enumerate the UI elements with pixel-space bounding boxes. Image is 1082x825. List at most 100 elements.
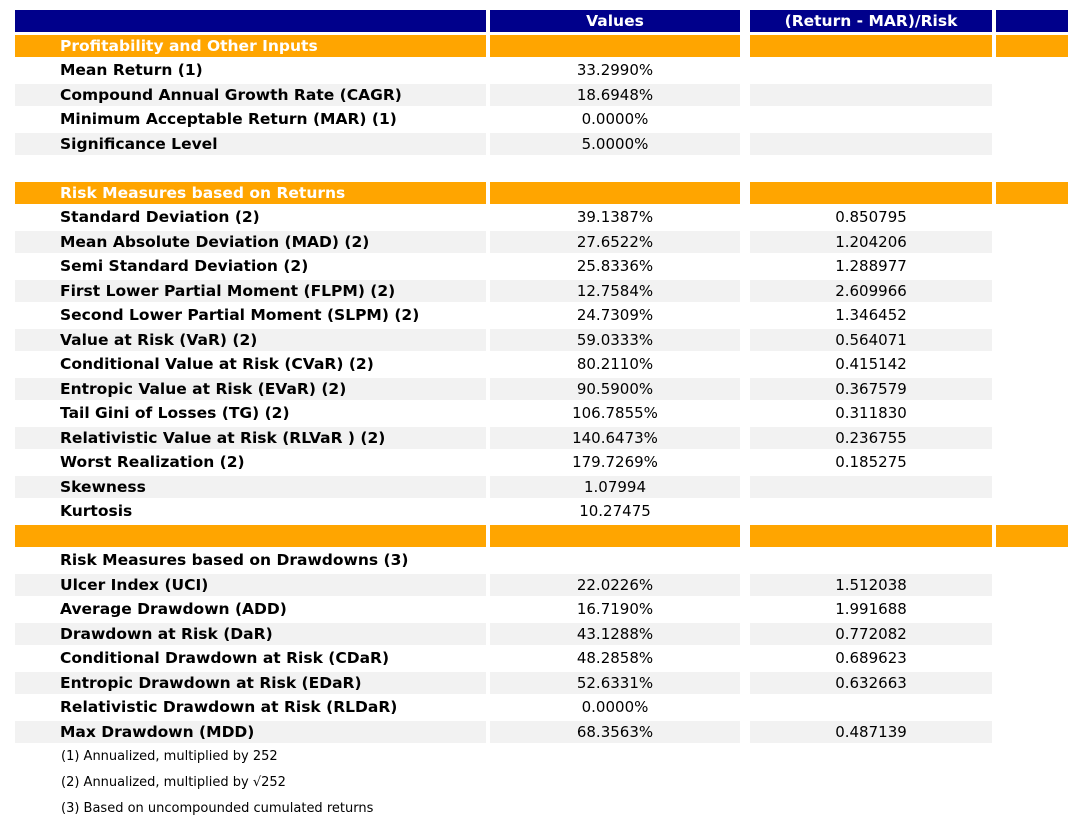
metric-risk (750, 132, 992, 155)
metric-value: 18.6948% (490, 83, 740, 106)
data-row: Conditional Value at Risk (CVaR) (2) 80.2… (15, 353, 1068, 375)
footnote-text: (2) Annualized, multiplied by √252 (61, 775, 286, 791)
metric-value (490, 34, 740, 57)
data-row: Entropic Value at Risk (EVaR) (2) 90.5900… (15, 377, 1068, 400)
metric-risk: 0.367579 (750, 377, 992, 400)
metric-label: Average Drawdown (ADD) (60, 600, 287, 618)
metric-label: Conditional Value at Risk (CVaR) (2) (60, 355, 374, 373)
data-row: Standard Deviation (2) 39.1387% 0.850795 (15, 206, 1068, 228)
section-row: Risk Measures based on Returns (15, 181, 1068, 204)
metric-value: 80.2110% (576, 355, 654, 373)
metric-label: Ulcer Index (UCI) (15, 573, 486, 596)
data-row: Significance Level 5.0000% (15, 132, 1068, 155)
metric-value: 68.3563% (490, 720, 740, 743)
metric-value: 90.5900% (490, 377, 740, 400)
footnote: (2) Annualized, multiplied by √252 (15, 771, 1068, 795)
metric-value: 52.6331% (490, 671, 740, 694)
metric-risk (750, 549, 992, 571)
metric-value: 5.0000% (490, 132, 740, 155)
metric-label: Second Lower Partial Moment (SLPM) (2) (60, 306, 420, 324)
metric-label: Semi Standard Deviation (2) (60, 257, 309, 275)
metric-label: Significance Level (15, 132, 486, 155)
metric-risk: 1.991688 (835, 600, 907, 618)
metric-risk: 1.204206 (750, 230, 992, 253)
section-row (15, 524, 1068, 547)
metric-risk: 0.632663 (750, 671, 992, 694)
extra-cell (996, 231, 1068, 253)
extra-cell (996, 647, 1068, 669)
metric-label: Relativistic Value at Risk (RLVaR ) (2) (15, 426, 486, 449)
footnote: (3) Based on uncompounded cumulated retu… (15, 797, 1068, 821)
metric-label: Minimum Acceptable Return (MAR) (1) (60, 110, 397, 128)
metric-risk: 1.346452 (835, 306, 907, 324)
metric-label (15, 157, 486, 179)
metric-label: Tail Gini of Losses (TG) (2) (60, 404, 290, 422)
metric-value: 106.7855% (572, 404, 658, 422)
metric-label: First Lower Partial Moment (FLPM) (2) (15, 279, 486, 302)
metric-value: 59.0333% (490, 328, 740, 351)
metric-risk: 2.609966 (750, 279, 992, 302)
extra-cell (996, 672, 1068, 694)
metric-value: 0.0000% (581, 698, 649, 716)
data-row: Second Lower Partial Moment (SLPM) (2) 24… (15, 304, 1068, 326)
data-row: Risk Measures based on Drawdowns (3) (15, 549, 1068, 571)
table-body: Profitability and Other Inputs Mean Retur… (15, 34, 1068, 743)
extra-cell (996, 157, 1068, 179)
metric-value: 140.6473% (490, 426, 740, 449)
metric-risk (750, 475, 992, 498)
extra-cell (996, 133, 1068, 155)
metric-label: Risk Measures based on Drawdowns (3) (60, 551, 409, 569)
metric-label: Worst Realization (2) (60, 453, 245, 471)
data-row: Drawdown at Risk (DaR) 43.1288% 0.772082 (15, 622, 1068, 645)
metric-value (490, 524, 740, 547)
extra-cell (996, 402, 1068, 424)
extra-cell (996, 280, 1068, 302)
extra-cell (996, 427, 1068, 449)
metric-value: 43.1288% (490, 622, 740, 645)
data-row: Minimum Acceptable Return (MAR) (1) 0.000… (15, 108, 1068, 130)
metric-label: Max Drawdown (MDD) (15, 720, 486, 743)
metric-risk (750, 500, 992, 522)
metric-value: 24.7309% (576, 306, 654, 324)
metric-risk (750, 181, 992, 204)
spacer-row (15, 157, 1068, 179)
metric-risk: 0.772082 (750, 622, 992, 645)
data-row: Worst Realization (2) 179.7269% 0.185275 (15, 451, 1068, 473)
footnote: (1) Annualized, multiplied by 252 (15, 745, 1068, 769)
extra-cell (996, 574, 1068, 596)
metric-risk (750, 696, 992, 718)
metric-risk: 1.288977 (835, 257, 907, 275)
footnote-text: (3) Based on uncompounded cumulated retu… (61, 801, 374, 817)
metric-risk: 0.236755 (750, 426, 992, 449)
metric-value (490, 181, 740, 204)
data-row: Skewness 1.07994 (15, 475, 1068, 498)
metric-value: 0.0000% (581, 110, 649, 128)
extra-cell (996, 598, 1068, 620)
metric-risk (750, 83, 992, 106)
header-values-cell: Values (490, 10, 740, 32)
metric-label: Conditional Drawdown at Risk (CDaR) (60, 649, 390, 667)
data-row: Mean Absolute Deviation (MAD) (2) 27.6522… (15, 230, 1068, 253)
metric-label: Profitability and Other Inputs (15, 34, 486, 57)
footnote-text: (1) Annualized, multiplied by 252 (61, 749, 278, 765)
metric-value: 48.2858% (576, 649, 654, 667)
metric-value: 1.07994 (490, 475, 740, 498)
metric-label: Mean Absolute Deviation (MAD) (2) (15, 230, 486, 253)
data-row: Max Drawdown (MDD) 68.3563% 0.487139 (15, 720, 1068, 743)
metric-risk (750, 524, 992, 547)
metric-risk: 1.512038 (750, 573, 992, 596)
metric-value: 39.1387% (576, 208, 654, 226)
metric-value: 179.7269% (572, 453, 658, 471)
extra-cell (996, 451, 1068, 473)
metric-label: Entropic Value at Risk (EVaR) (2) (15, 377, 486, 400)
metric-risk: 0.311830 (835, 404, 907, 422)
extra-cell (996, 206, 1068, 228)
metric-label: Compound Annual Growth Rate (CAGR) (15, 83, 486, 106)
extra-cell (996, 84, 1068, 106)
table-footnotes: (1) Annualized, multiplied by 252 (2) Ann… (15, 745, 1068, 821)
metric-risk: 0.415142 (835, 355, 907, 373)
metric-label: Kurtosis (60, 502, 133, 520)
metric-label (15, 524, 486, 547)
extra-cell (996, 329, 1068, 351)
metric-label: Value at Risk (VaR) (2) (15, 328, 486, 351)
